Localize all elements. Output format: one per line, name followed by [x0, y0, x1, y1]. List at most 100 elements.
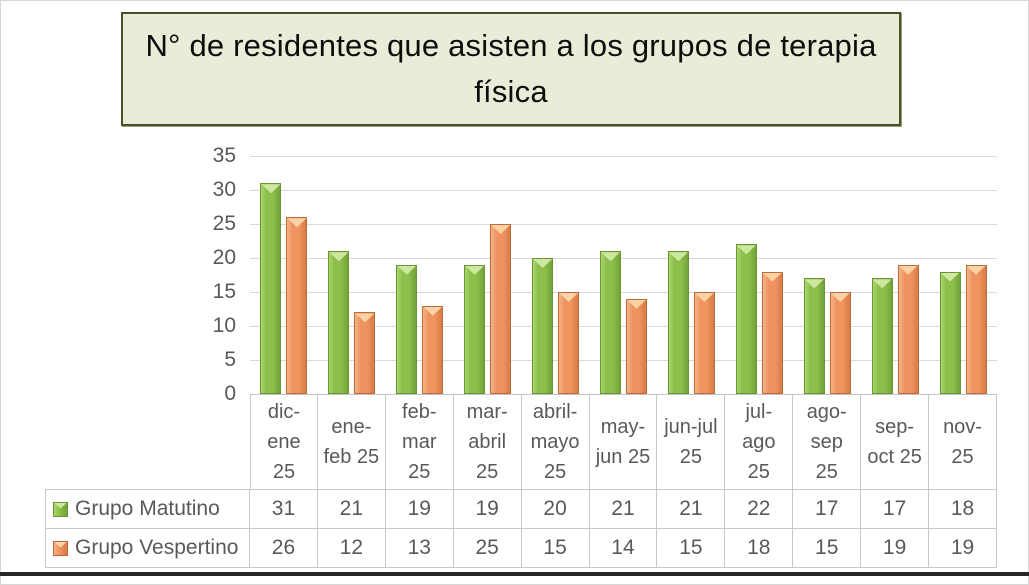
- bar-grupo-matutino[interactable]: [735, 244, 757, 394]
- chart-title: N° de residentes que asisten a los grupo…: [145, 28, 877, 109]
- bar-bevel-highlight: [355, 313, 375, 323]
- y-axis-tick-label: 10: [212, 314, 236, 337]
- bar-bevel-highlight: [261, 184, 281, 194]
- gridline: [250, 190, 997, 191]
- category-header-cell: sep-oct 25: [861, 394, 930, 490]
- category-header-cell: ene-feb 25: [317, 394, 386, 490]
- value-cell: 31: [250, 490, 318, 529]
- legend-key-icon: [53, 540, 68, 556]
- bar-bevel-highlight: [966, 265, 986, 275]
- bar-grupo-vespertino[interactable]: [354, 312, 376, 394]
- y-axis-tick-label: 5: [224, 348, 236, 371]
- bar-bevel-highlight: [872, 279, 892, 289]
- plot-area: [250, 156, 997, 395]
- bar-grupo-matutino[interactable]: [464, 264, 486, 394]
- y-axis-tick-label: 35: [212, 144, 236, 167]
- value-cell: 19: [385, 490, 454, 529]
- value-cell: 12: [317, 529, 386, 568]
- bar-grupo-vespertino[interactable]: [558, 292, 580, 394]
- category-header-cell: dic-ene 25: [250, 394, 318, 490]
- category-header-cell: ago-sep 25: [793, 394, 862, 490]
- y-axis-tick-label: 25: [212, 212, 236, 235]
- value-cell: 18: [929, 490, 997, 529]
- value-cell: 25: [453, 529, 522, 568]
- series-name-label: Grupo Vespertino: [75, 536, 239, 559]
- bar-bevel-highlight: [762, 272, 782, 282]
- value-cell: 26: [250, 529, 318, 568]
- bar-bevel-highlight: [533, 259, 553, 268]
- bar-bevel-highlight: [940, 272, 960, 282]
- legend-key-icon: [53, 501, 68, 517]
- value-cell: 15: [521, 529, 590, 568]
- bar-bevel-highlight: [736, 245, 756, 255]
- bar-bevel-highlight: [627, 299, 646, 309]
- bar-grupo-matutino[interactable]: [328, 251, 350, 394]
- bar-grupo-matutino[interactable]: [396, 264, 418, 394]
- value-cell: 21: [317, 490, 386, 529]
- bar-bevel-highlight: [668, 252, 688, 262]
- bar-bevel-highlight: [830, 293, 850, 302]
- category-header-cell: abril-mayo 25: [521, 394, 590, 490]
- category-header-cell: feb-mar 25: [385, 394, 454, 490]
- bar-bevel-highlight: [491, 225, 511, 234]
- value-cell: 21: [589, 490, 658, 529]
- bar-bevel-highlight: [397, 265, 417, 275]
- y-axis-tick-label: 20: [212, 246, 236, 269]
- gridline: [250, 292, 997, 293]
- bar-grupo-vespertino[interactable]: [422, 305, 444, 394]
- gridline: [250, 326, 997, 327]
- value-cell: 22: [725, 490, 794, 529]
- category-header-cell: jun-jul 25: [657, 394, 726, 490]
- value-cell: 20: [521, 490, 590, 529]
- y-axis-tick-label: 0: [224, 382, 236, 405]
- category-header-cell: mar-abril 25: [453, 394, 522, 490]
- y-axis-tick-label: 30: [212, 178, 236, 201]
- bar-bevel-highlight: [423, 306, 443, 316]
- bar-grupo-vespertino[interactable]: [286, 217, 308, 394]
- bar-grupo-matutino[interactable]: [600, 251, 621, 394]
- bar-grupo-vespertino[interactable]: [626, 298, 647, 394]
- bar-grupo-matutino[interactable]: [532, 258, 554, 394]
- bar-grupo-vespertino[interactable]: [490, 224, 512, 394]
- bar-bevel-highlight: [287, 218, 307, 228]
- value-cell: 14: [589, 529, 658, 568]
- value-cell: 15: [793, 529, 862, 568]
- value-cell: 19: [453, 490, 522, 529]
- category-header-cell: jul-ago 25: [725, 394, 794, 490]
- legend-cell: Grupo Matutino: [45, 490, 250, 529]
- bar-bevel-highlight: [898, 265, 918, 275]
- bar-grupo-vespertino[interactable]: [897, 264, 919, 394]
- series-name-label: Grupo Matutino: [75, 497, 220, 520]
- value-cell: 19: [929, 529, 997, 568]
- bar-grupo-matutino[interactable]: [667, 251, 689, 394]
- category-header-cell: nov- 25: [929, 394, 997, 490]
- category-header-cell: may-jun 25: [589, 394, 658, 490]
- value-cell: 21: [657, 490, 726, 529]
- x-axis-line: [250, 394, 997, 395]
- bar-grupo-matutino[interactable]: [871, 278, 893, 394]
- bar-bevel-highlight: [559, 293, 579, 302]
- bar-bevel-highlight: [601, 252, 620, 262]
- value-cell: 15: [657, 529, 726, 568]
- bar-bevel-highlight: [694, 293, 714, 302]
- bar-grupo-matutino[interactable]: [260, 183, 282, 394]
- gridline: [250, 360, 997, 361]
- data-table: dic-ene 25 ene-feb 25 feb-mar 25 mar-abril 25 a…: [45, 394, 997, 568]
- chart-title-box[interactable]: N° de residentes que asisten a los grupo…: [121, 12, 901, 126]
- bar-grupo-vespertino[interactable]: [693, 292, 715, 394]
- legend-cell: Grupo Vespertino: [45, 529, 250, 568]
- value-cell: 18: [725, 529, 794, 568]
- bar-grupo-matutino[interactable]: [939, 271, 961, 394]
- value-cell: 17: [861, 490, 930, 529]
- gridline: [250, 224, 997, 225]
- bar-grupo-vespertino[interactable]: [965, 264, 987, 394]
- bar-grupo-vespertino[interactable]: [761, 271, 783, 394]
- value-cell: 17: [793, 490, 862, 529]
- window-edge-line: [0, 572, 1029, 576]
- bar-bevel-highlight: [329, 252, 349, 262]
- bar-bevel-highlight: [804, 279, 824, 289]
- bar-grupo-matutino[interactable]: [803, 278, 825, 394]
- bar-grupo-vespertino[interactable]: [829, 292, 851, 394]
- value-cell: 19: [861, 529, 930, 568]
